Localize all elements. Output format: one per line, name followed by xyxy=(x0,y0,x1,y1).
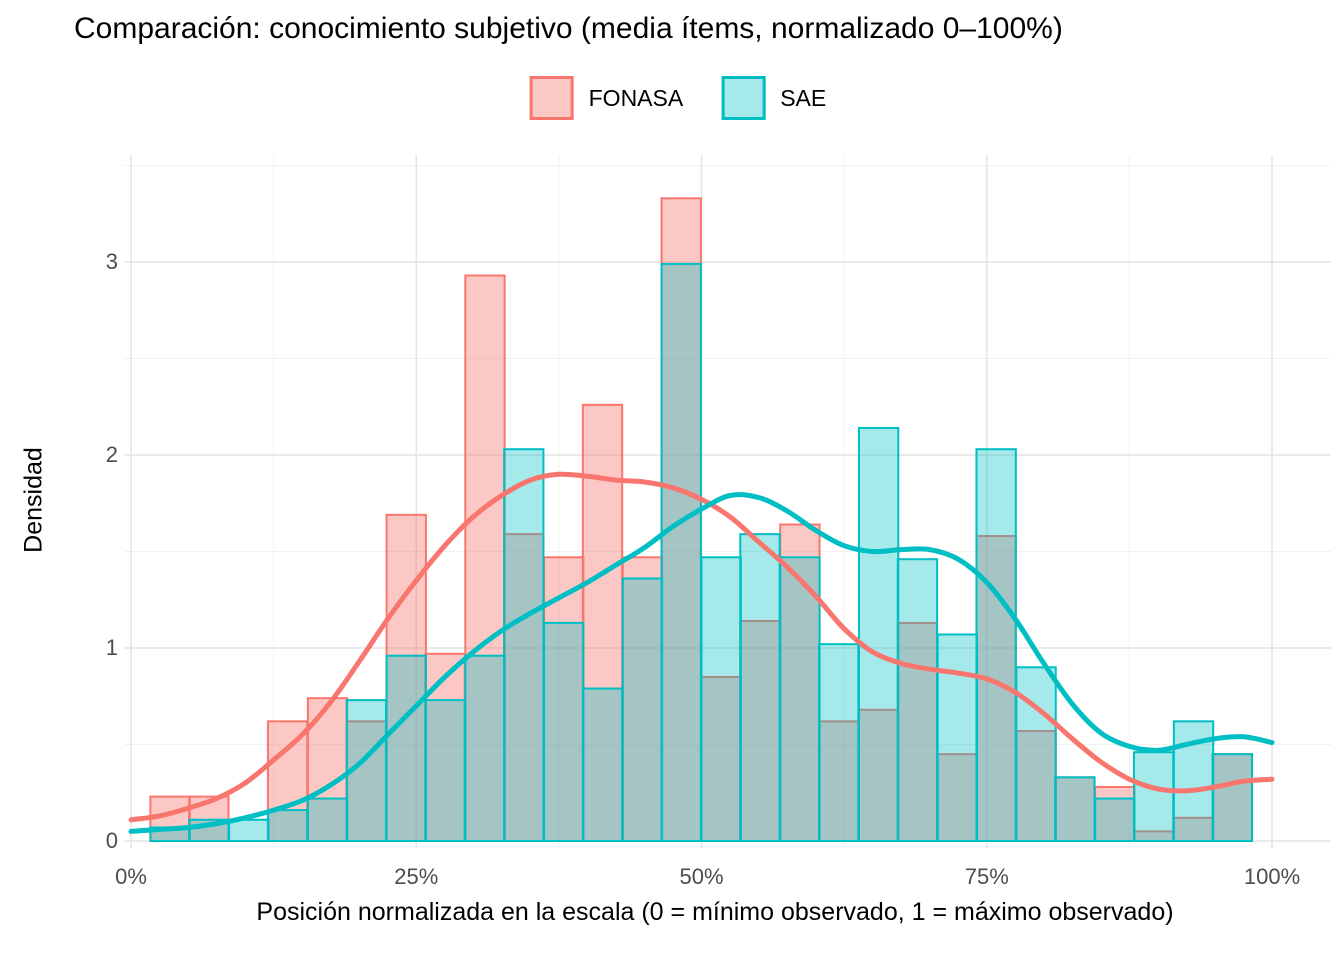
sae-bar xyxy=(228,818,270,843)
sae-bar xyxy=(975,448,1017,842)
sae-bar xyxy=(818,643,860,843)
sae-bar xyxy=(581,687,624,843)
y-tick-label: 2 xyxy=(105,442,118,467)
legend-label-sae: SAE xyxy=(780,84,827,111)
sae-bar xyxy=(385,654,427,842)
sae-bar xyxy=(857,426,900,842)
fonasa-bar xyxy=(464,274,506,842)
chart-title: Comparación: conocimiento subjetivo (med… xyxy=(74,12,1063,45)
x-tick-label: 50% xyxy=(679,864,724,889)
y-tick-label: 1 xyxy=(105,635,118,660)
fonasa-bar xyxy=(1094,785,1136,843)
sae-bar xyxy=(1132,751,1175,842)
legend-label-fonasa: FONASA xyxy=(588,84,684,111)
sae-bar xyxy=(306,797,349,842)
legend-item-sae: SAE xyxy=(721,76,826,120)
fonasa-bar xyxy=(424,652,466,842)
sae-bar xyxy=(779,556,821,842)
sae-bar xyxy=(1094,797,1136,842)
sae-bar xyxy=(1054,776,1096,842)
sae-density-curve xyxy=(128,492,1275,834)
sae-bar xyxy=(543,621,585,842)
legend-item-fonasa: FONASA xyxy=(529,76,684,120)
fonasa-swatch-icon xyxy=(529,76,574,120)
x-tick-label: 100% xyxy=(1243,864,1301,889)
y-tick-label: 0 xyxy=(105,828,118,853)
sae-bar xyxy=(896,558,939,842)
sae-swatch-icon xyxy=(721,76,766,120)
sae-bar xyxy=(936,633,979,842)
fonasa-bar xyxy=(503,533,545,842)
x-tick-label: 25% xyxy=(394,864,439,889)
fonasa-density-curve xyxy=(128,471,1275,823)
sae-bar xyxy=(266,809,309,842)
legend: FONASA SAE xyxy=(529,76,826,120)
fonasa-bar xyxy=(266,720,309,843)
sae-bar xyxy=(660,262,702,842)
sae-bar xyxy=(621,577,664,843)
x-tick-label: 75% xyxy=(964,864,1009,889)
sae-bar xyxy=(700,556,742,842)
y-tick-label: 3 xyxy=(105,249,118,274)
x-axis-title: Posición normalizada en la escala (0 = m… xyxy=(256,898,1174,926)
y-axis-title: Densidad xyxy=(19,447,48,553)
sae-bar xyxy=(1015,666,1057,842)
x-tick-label: 0% xyxy=(115,864,147,889)
sae-bar xyxy=(424,699,466,842)
sae-bar xyxy=(503,448,545,842)
sae-bar xyxy=(739,533,781,842)
sae-bar xyxy=(1211,753,1254,843)
fonasa-bar xyxy=(739,619,781,842)
sae-bar xyxy=(464,654,506,842)
